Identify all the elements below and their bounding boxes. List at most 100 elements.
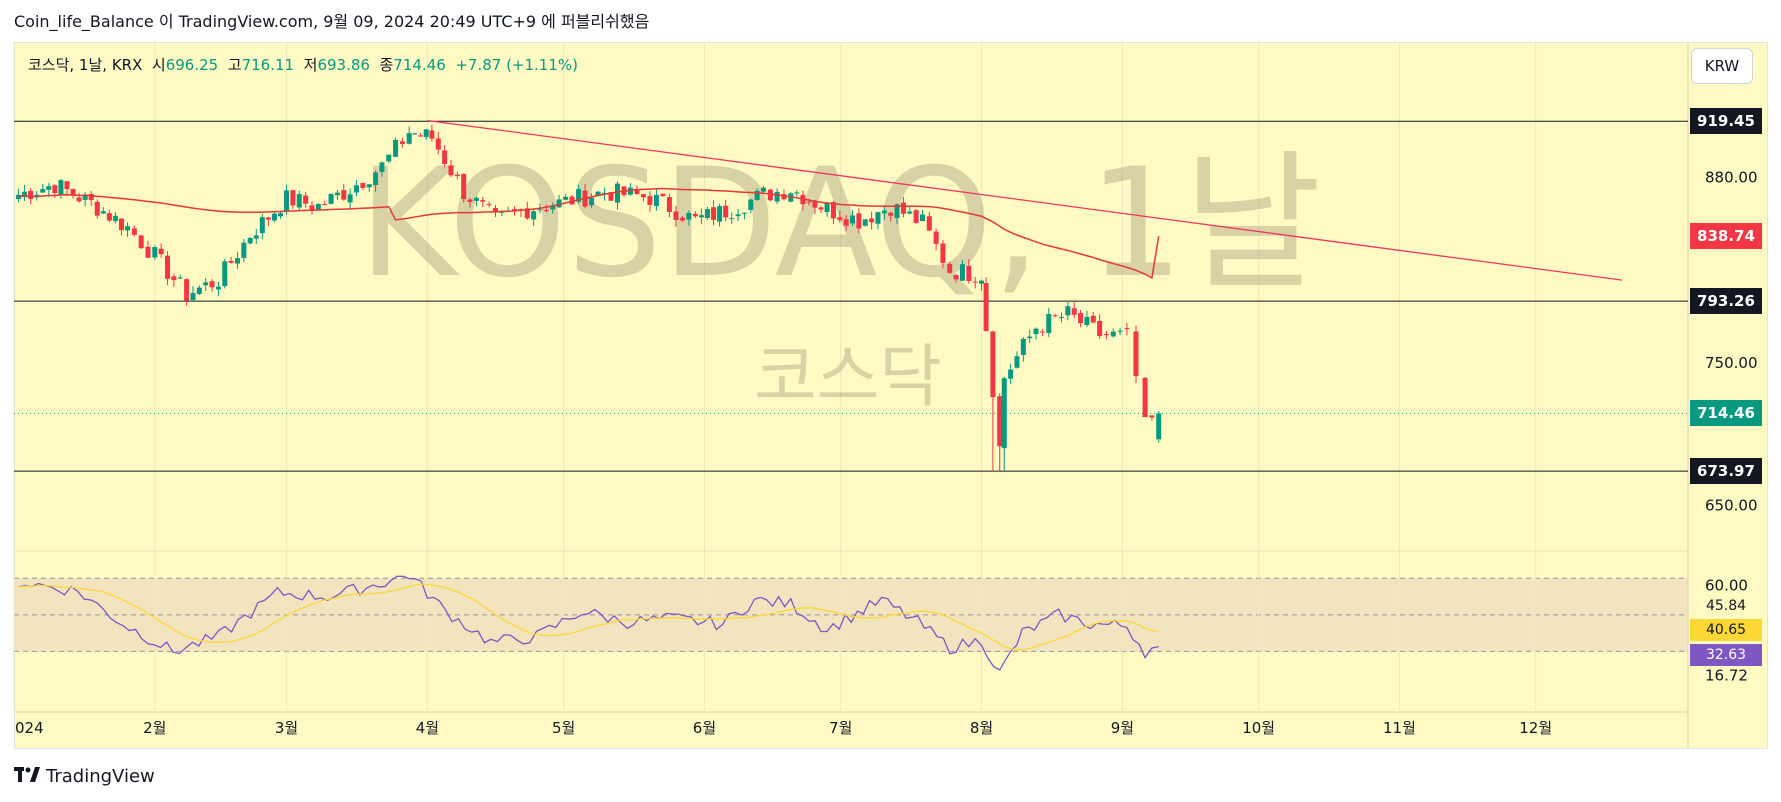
candle-body bbox=[959, 264, 965, 281]
candle-body bbox=[234, 258, 240, 264]
candle-body bbox=[386, 154, 392, 162]
candle-body bbox=[341, 190, 347, 200]
moving-average-line bbox=[18, 187, 1160, 280]
candle-body bbox=[1020, 338, 1026, 355]
candle-body bbox=[259, 217, 265, 234]
candle-body bbox=[196, 287, 202, 294]
candle-body bbox=[806, 201, 812, 203]
candle-body bbox=[1058, 316, 1064, 318]
candle-body bbox=[595, 191, 601, 196]
candle-body bbox=[322, 204, 328, 206]
candle-body bbox=[735, 214, 741, 217]
candle-body bbox=[171, 276, 177, 281]
candle-body bbox=[824, 203, 830, 213]
rsi-tag-rsi_ma: 40.65 bbox=[1690, 619, 1762, 641]
low-value: 693.86 bbox=[317, 56, 370, 74]
candle-body bbox=[448, 165, 454, 176]
x-tick-label: 4월 bbox=[416, 719, 439, 737]
rsi-tag-mid: 45.84 bbox=[1705, 598, 1747, 614]
candle-body bbox=[1001, 378, 1007, 449]
candle-body bbox=[818, 207, 824, 210]
candle-body bbox=[748, 199, 754, 210]
candle-body bbox=[686, 212, 692, 220]
candle-body bbox=[679, 217, 685, 221]
currency-button[interactable]: KRW bbox=[1691, 48, 1753, 84]
candle-body bbox=[556, 199, 562, 208]
candle-body bbox=[966, 265, 972, 282]
candle-body bbox=[393, 139, 399, 157]
candle-body bbox=[253, 235, 259, 239]
candle-body bbox=[563, 196, 569, 200]
tradingview-logo-icon bbox=[14, 764, 40, 788]
x-tick-label: 3월 bbox=[275, 719, 298, 737]
x-tick-label: 8월 bbox=[970, 719, 993, 737]
price-tag-level: 919.45 bbox=[1690, 108, 1762, 135]
candle-body bbox=[1090, 315, 1096, 323]
candle-body bbox=[881, 210, 887, 214]
candle-body bbox=[1008, 369, 1014, 379]
candle-body bbox=[933, 231, 939, 244]
candle-body bbox=[627, 187, 633, 195]
candle-body bbox=[112, 215, 118, 222]
candle-body bbox=[698, 215, 704, 218]
candle-body bbox=[418, 135, 424, 137]
candle-body bbox=[647, 196, 653, 205]
candle-body bbox=[28, 190, 34, 199]
candle-body bbox=[486, 204, 492, 206]
candle-body bbox=[875, 212, 881, 224]
candle-body bbox=[360, 182, 366, 188]
x-tick-label: 024 bbox=[15, 719, 44, 737]
candle-body bbox=[70, 188, 76, 196]
candle-body bbox=[717, 206, 723, 222]
candle-body bbox=[328, 193, 334, 204]
candle-body bbox=[22, 191, 28, 198]
candle-body bbox=[888, 212, 894, 216]
candle-body bbox=[184, 279, 190, 301]
candle-body bbox=[543, 210, 549, 212]
open-label: 시 bbox=[151, 56, 166, 74]
candle-body bbox=[241, 242, 247, 258]
price-tag-last: 714.46 bbox=[1690, 400, 1762, 427]
price-axis-label: 750.00 bbox=[1705, 354, 1758, 372]
footer-brand[interactable]: TradingView bbox=[14, 764, 155, 788]
candle-body bbox=[919, 214, 925, 222]
price-axis-label: 650.00 bbox=[1705, 496, 1758, 514]
candle-body bbox=[767, 189, 773, 201]
candle-body bbox=[203, 282, 209, 286]
candle-body bbox=[723, 205, 729, 218]
watermark-main: KOSDAQ, 1날 bbox=[358, 137, 1321, 311]
symbol-label: 코스닥, 1날, KRX bbox=[28, 56, 143, 74]
candle-body bbox=[138, 235, 144, 249]
x-tick-label: 11월 bbox=[1383, 719, 1416, 737]
candle-body bbox=[614, 183, 620, 203]
candle-body bbox=[1103, 334, 1109, 336]
candle-body bbox=[412, 133, 418, 135]
candle-body bbox=[1052, 315, 1058, 317]
candle-body bbox=[1149, 415, 1155, 418]
x-tick-label: 10월 bbox=[1242, 719, 1275, 737]
candle-body bbox=[88, 193, 94, 201]
candle-body bbox=[692, 213, 698, 217]
candle-body bbox=[284, 190, 290, 211]
candle-body bbox=[125, 226, 131, 231]
candle-body bbox=[473, 197, 479, 201]
candle-body bbox=[1039, 331, 1045, 333]
candle-body bbox=[46, 186, 52, 190]
candle-body bbox=[1046, 314, 1052, 334]
candle-body bbox=[177, 277, 183, 279]
candle-body bbox=[794, 192, 800, 194]
candle-body bbox=[303, 195, 309, 204]
candle-body bbox=[524, 208, 530, 219]
candle-body bbox=[1065, 306, 1071, 316]
footer-brand-text: TradingView bbox=[46, 765, 155, 787]
candle-body bbox=[480, 200, 486, 202]
change-value: +7.87 (+1.11%) bbox=[455, 56, 579, 74]
candle-body bbox=[158, 248, 164, 255]
candle-body bbox=[64, 181, 70, 190]
candle-body bbox=[972, 281, 978, 283]
candle-body bbox=[947, 263, 953, 273]
candle-body bbox=[1071, 308, 1077, 315]
candle-body bbox=[531, 211, 537, 220]
candle-body bbox=[837, 217, 843, 221]
